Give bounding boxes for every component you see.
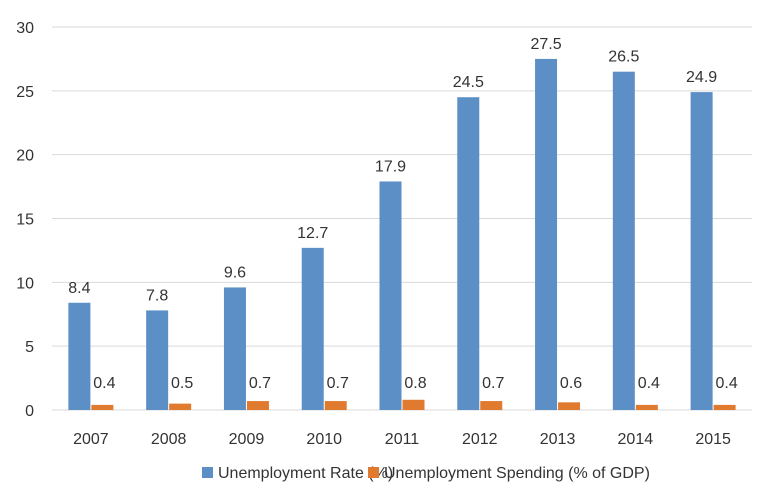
y-tick-label: 25	[16, 84, 34, 101]
bar-unemployment-rate-2008	[146, 310, 169, 410]
bar-unemployment-rate-2014	[612, 71, 635, 410]
legend-label: Unemployment Rate (%)	[218, 465, 393, 482]
x-tick-label: 2013	[540, 431, 576, 448]
data-label: 0.7	[482, 375, 504, 392]
bar-unemployment-spending-2015	[713, 404, 736, 410]
bar-unemployment-rate-2011	[379, 181, 402, 410]
gridlines	[52, 26, 752, 411]
y-tick-label: 30	[16, 20, 34, 37]
legend-swatch	[202, 467, 213, 478]
legend: Unemployment Rate (%)Unemployment Spendi…	[202, 465, 650, 482]
data-label: 26.5	[608, 49, 639, 66]
x-axis-ticks: 2007 2008 2009 2010 2011 2012 2013 2014 2015	[73, 431, 731, 448]
x-tick-label: 2011	[385, 431, 420, 448]
bar-unemployment-spending-2014	[635, 404, 658, 410]
bar-unemployment-rate-2012	[457, 97, 480, 410]
data-label: 7.8	[146, 287, 168, 304]
data-labels: 8.4 0.4 7.8 0.5 9.6 0.7 12.7 0.7 17.9 0.8 24.5 0.7 2…	[68, 36, 738, 392]
bar-unemployment-spending-2012	[480, 401, 503, 410]
y-tick-label: 10	[16, 275, 34, 292]
y-axis-ticks: 0 5 10 15 20 25 30	[16, 20, 34, 420]
bars	[68, 58, 736, 411]
data-label: 8.4	[68, 280, 90, 297]
data-label: 24.5	[453, 74, 484, 91]
data-label: 0.6	[560, 375, 582, 392]
bar-unemployment-spending-2010	[324, 401, 347, 410]
y-tick-label: 0	[25, 403, 34, 420]
legend-swatch	[368, 467, 379, 478]
bar-unemployment-rate-2015	[690, 92, 713, 411]
data-label: 0.4	[715, 375, 737, 392]
bar-unemployment-spending-2009	[246, 401, 269, 410]
x-tick-label: 2008	[151, 431, 187, 448]
x-tick-label: 2007	[73, 431, 109, 448]
data-label: 24.9	[686, 69, 717, 86]
y-tick-label: 20	[16, 148, 34, 165]
data-label: 27.5	[530, 36, 561, 53]
x-tick-label: 2012	[462, 431, 498, 448]
data-label: 0.7	[327, 375, 349, 392]
data-label: 0.4	[93, 375, 115, 392]
bar-unemployment-rate-2010	[301, 247, 324, 410]
bar-unemployment-rate-2009	[223, 287, 246, 410]
bar-unemployment-spending-2011	[402, 399, 425, 410]
x-tick-label: 2009	[229, 431, 265, 448]
bar-unemployment-rate-2013	[535, 58, 558, 411]
data-label: 12.7	[297, 225, 328, 242]
y-tick-label: 15	[16, 212, 34, 229]
x-tick-label: 2015	[695, 431, 731, 448]
data-label: 9.6	[224, 264, 246, 281]
y-tick-label: 5	[25, 339, 34, 356]
data-label: 0.4	[638, 375, 660, 392]
bar-unemployment-spending-2007	[91, 404, 114, 410]
data-label: 17.9	[375, 158, 406, 175]
legend-label: Unemployment Spending (% of GDP)	[384, 465, 650, 482]
data-label: 0.7	[249, 375, 271, 392]
data-label: 0.8	[404, 375, 426, 392]
bar-unemployment-spending-2013	[558, 402, 581, 410]
data-label: 0.5	[171, 375, 193, 392]
bar-unemployment-spending-2008	[169, 403, 192, 410]
x-tick-label: 2014	[618, 431, 654, 448]
x-tick-label: 2010	[306, 431, 342, 448]
bar-unemployment-rate-2007	[68, 302, 91, 410]
